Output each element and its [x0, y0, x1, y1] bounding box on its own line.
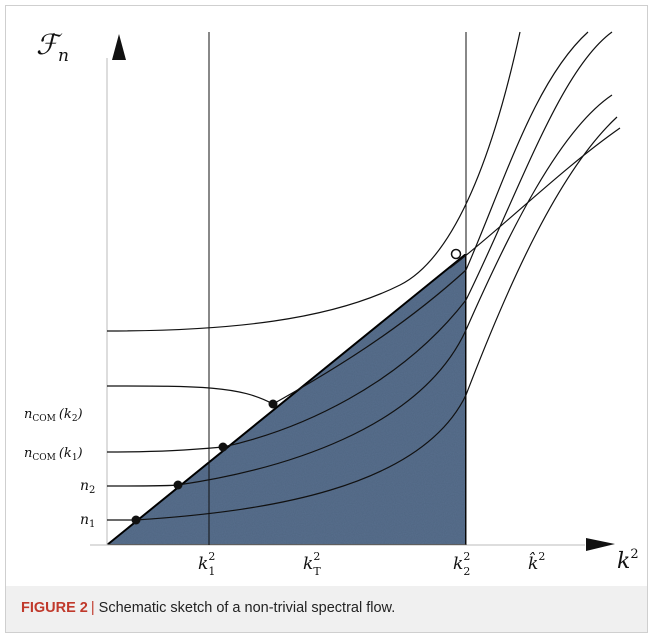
intersection-dot-ncom-k2: [268, 399, 278, 409]
intersection-dot-n2: [173, 480, 183, 490]
x-tick-kT: k2 T: [303, 550, 321, 578]
flow-curve-ncom-k1: [106, 31, 613, 453]
x-tick-k-hat: k̂2: [528, 550, 545, 574]
y-axis-label: ℱn: [36, 28, 69, 66]
y-tick-ncom-k1: nCOM (k1): [24, 446, 83, 463]
intersection-dot-n1: [131, 515, 141, 525]
x-tick-k2: k2 2: [453, 550, 470, 578]
intersection-dot-ncom-k1: [218, 442, 228, 452]
y-tick-n1: n1: [80, 512, 95, 530]
y-tick-ncom-k2: nCOM (k2): [24, 407, 83, 424]
y-axis-arrowhead: [112, 34, 126, 60]
caption-text: Schematic sketch of a non-trivial spectr…: [98, 600, 396, 616]
open-circle-marker: [450, 248, 462, 260]
x-tick-k1: k2 1: [198, 550, 215, 578]
caption-bar: [6, 586, 647, 632]
caption-separator: |: [90, 600, 95, 616]
crossing-line: [449, 127, 621, 269]
figure-caption: FIGURE 2 | Schematic sketch of a non-trivi…: [21, 600, 395, 616]
y-tick-n2: n2: [80, 478, 95, 496]
flow-curve-n2: [106, 94, 613, 487]
flow-curve-top: [106, 31, 521, 332]
x-axis-label: k2: [617, 547, 639, 574]
caption-figure-label: FIGURE 2: [21, 600, 88, 616]
flow-curve-ncom-k2: [106, 31, 589, 405]
x-axis-arrowhead: [586, 538, 615, 551]
